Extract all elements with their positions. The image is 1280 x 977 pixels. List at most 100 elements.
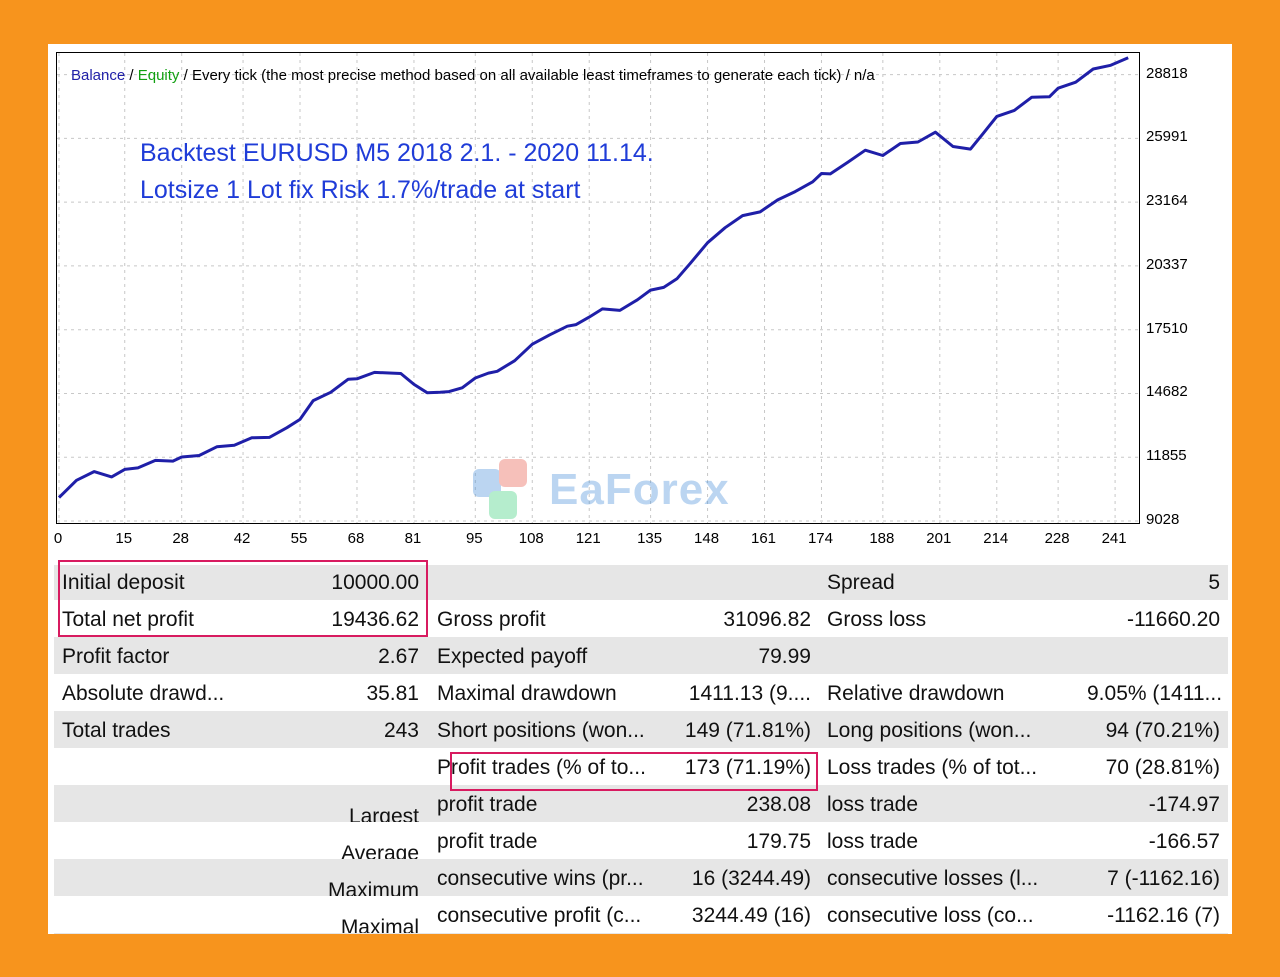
stats-cell-label: Maximal bbox=[54, 897, 429, 934]
stats-value bbox=[1079, 638, 1228, 676]
chart-plot bbox=[57, 53, 1139, 523]
stats-value: 238.08 bbox=[669, 786, 819, 824]
x-tick-label: 241 bbox=[1101, 530, 1127, 547]
stats-label: Total trades bbox=[62, 718, 171, 742]
balance-chart: Balance / Equity / Every tick (the most … bbox=[56, 52, 1140, 524]
stats-label: Short positions (won... bbox=[429, 712, 669, 750]
stats-row: Largest profit trade 238.08 loss trade -174.… bbox=[54, 786, 1228, 824]
y-tick-label: 25991 bbox=[1146, 128, 1188, 146]
stats-cell-label: Largest bbox=[54, 786, 429, 824]
x-tick-label: 161 bbox=[751, 530, 777, 547]
stats-row: Profit trades (% of to... 173 (71.19%) Los… bbox=[54, 749, 1228, 787]
stats-row: Average profit trade 179.75 loss trade -166.… bbox=[54, 823, 1228, 861]
stats-value: 243 bbox=[383, 718, 419, 742]
stats-label: profit trade bbox=[429, 786, 669, 824]
annotation-line-2: Lotsize 1 Lot fix Risk 1.7%/trade at sta… bbox=[140, 176, 581, 204]
watermark-text: EaForex bbox=[549, 465, 730, 514]
legend-equity: Equity bbox=[137, 67, 180, 84]
stats-label: Total net profit bbox=[62, 607, 194, 631]
stats-value: Maximum bbox=[327, 878, 419, 897]
stats-row: Total net profit 19436.62 Gross profit 3109… bbox=[54, 601, 1228, 639]
stats-cell-label: Initial deposit 10000.00 bbox=[54, 565, 429, 602]
stats-value: 94 (70.21%) bbox=[1079, 712, 1228, 750]
stats-label: Expected payoff bbox=[429, 638, 669, 676]
stats-value: -174.97 bbox=[1079, 786, 1228, 824]
stats-value: Maximal bbox=[340, 915, 419, 934]
y-tick-label: 14682 bbox=[1146, 383, 1188, 401]
stats-label: Profit trades (% of to... bbox=[429, 749, 669, 787]
stats-value: 19436.62 bbox=[331, 607, 419, 631]
x-tick-label: 81 bbox=[404, 530, 422, 547]
stats-label: Initial deposit bbox=[62, 570, 185, 594]
stats-row: Profit factor 2.67 Expected payoff 79.99 bbox=[54, 638, 1228, 676]
series-line-balance bbox=[57, 56, 1129, 499]
legend-sep: / bbox=[125, 67, 138, 84]
stats-label: consecutive wins (pr... bbox=[429, 860, 669, 898]
stats-label bbox=[819, 638, 1079, 676]
stats-label: Loss trades (% of tot... bbox=[819, 749, 1079, 787]
x-tick-label: 148 bbox=[694, 530, 720, 547]
stats-value: 79.99 bbox=[669, 638, 819, 676]
stats-value: 70 (28.81%) bbox=[1079, 749, 1228, 787]
watermark-logo-icon bbox=[473, 459, 527, 519]
stats-label: consecutive losses (l... bbox=[819, 860, 1079, 898]
stats-value: 31096.82 bbox=[669, 601, 819, 639]
stats-value: 16 (3244.49) bbox=[669, 860, 819, 898]
stats-value: 149 (71.81%) bbox=[669, 712, 819, 750]
stats-label: loss trade bbox=[819, 823, 1079, 861]
stats-value: Average bbox=[341, 841, 419, 860]
stats-cell-label: Average bbox=[54, 823, 429, 861]
x-tick-label: 201 bbox=[926, 530, 952, 547]
stats-label: Relative drawdown bbox=[819, 675, 1079, 713]
x-tick-label: 121 bbox=[575, 530, 601, 547]
y-tick-label: 28818 bbox=[1146, 64, 1188, 82]
chart-mode-text: / Every tick (the most precise method ba… bbox=[179, 67, 875, 84]
stats-label: Gross loss bbox=[819, 601, 1079, 639]
stats-cell-label: Total net profit 19436.62 bbox=[54, 601, 429, 639]
stats-label: Spread bbox=[819, 565, 1079, 602]
annotation-line-1: Backtest EURUSD M5 2018 2.1. - 2020 11.1… bbox=[140, 139, 654, 167]
x-tick-label: 68 bbox=[347, 530, 365, 547]
x-tick-label: 108 bbox=[518, 530, 544, 547]
x-tick-label: 15 bbox=[115, 530, 133, 547]
stats-row: Maximal consecutive profit (c... 3244.49 (… bbox=[54, 897, 1228, 934]
x-tick-label: 0 bbox=[53, 530, 63, 547]
stats-value: 2.67 bbox=[378, 644, 419, 668]
stats-cell-label: Profit factor 2.67 bbox=[54, 638, 429, 676]
stats-value: 3244.49 (16) bbox=[669, 897, 819, 934]
stats-label bbox=[429, 565, 669, 602]
report-frame: Balance / Equity / Every tick (the most … bbox=[48, 44, 1232, 934]
x-tick-label: 214 bbox=[983, 530, 1009, 547]
x-tick-label: 188 bbox=[869, 530, 895, 547]
stats-value: Largest bbox=[348, 804, 419, 823]
stats-label: Absolute drawd... bbox=[62, 681, 225, 705]
x-tick-label: 42 bbox=[233, 530, 251, 547]
stats-value: 173 (71.19%) bbox=[669, 749, 819, 787]
stats-label: Profit factor bbox=[62, 644, 170, 668]
chart-header: Balance / Equity / Every tick (the most … bbox=[71, 67, 875, 84]
y-tick-label: 9028 bbox=[1146, 511, 1180, 528]
stats-row: Maximum consecutive wins (pr... 16 (3244.4… bbox=[54, 860, 1228, 898]
highlight-box-profit-trades bbox=[450, 752, 818, 791]
stats-label: profit trade bbox=[429, 823, 669, 861]
stats-row: Initial deposit 10000.00 Spread 5 bbox=[54, 565, 1228, 602]
stats-label: Maximal drawdown bbox=[429, 675, 669, 713]
stats-label: loss trade bbox=[819, 786, 1079, 824]
stats-value: 9.05% (1411... bbox=[1079, 675, 1228, 713]
x-tick-label: 135 bbox=[637, 530, 663, 547]
stats-row: Absolute drawd... 35.81 Maximal drawdown 14… bbox=[54, 675, 1228, 713]
stats-cell-label: Absolute drawd... 35.81 bbox=[54, 675, 429, 713]
stats-label: Gross profit bbox=[429, 601, 669, 639]
stats-value: -1162.16 (7) bbox=[1079, 897, 1228, 934]
stats-value: 35.81 bbox=[366, 681, 419, 705]
legend-balance: Balance bbox=[71, 67, 126, 84]
stats-value: -166.57 bbox=[1079, 823, 1228, 861]
x-tick-label: 55 bbox=[290, 530, 308, 547]
stats-row: Total trades 243 Short positions (won... 14… bbox=[54, 712, 1228, 750]
stats-value: -11660.20 bbox=[1079, 601, 1228, 639]
stats-value: 179.75 bbox=[669, 823, 819, 861]
x-tick-label: 28 bbox=[172, 530, 190, 547]
x-tick-label: 174 bbox=[807, 530, 833, 547]
watermark: EaForex bbox=[469, 455, 730, 525]
stats-table: Initial deposit 10000.00 Spread 5 Total net … bbox=[54, 565, 1228, 934]
